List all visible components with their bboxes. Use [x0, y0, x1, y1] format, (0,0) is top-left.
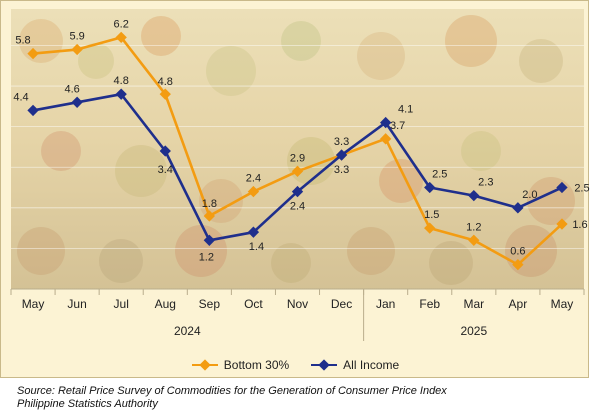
- background-texture: [206, 46, 256, 96]
- data-point: [203, 234, 216, 246]
- x-tick-label: May: [551, 297, 574, 311]
- data-label: 3.3: [334, 136, 349, 148]
- data-label: 2.3: [478, 177, 493, 189]
- x-tick-label: Nov: [287, 297, 308, 311]
- source-note: Source: Retail Price Survey of Commoditi…: [17, 385, 447, 411]
- legend: Bottom 30% All Income: [1, 358, 590, 372]
- background-texture: [461, 131, 501, 171]
- legend-label: Bottom 30%: [223, 358, 290, 372]
- x-tick-label: Apr: [509, 297, 528, 311]
- plot-background: [11, 9, 584, 289]
- data-label: 2.4: [290, 201, 305, 213]
- background-texture: [429, 241, 473, 285]
- background-texture: [281, 21, 321, 61]
- chart-frame: May Jun Jul Aug Sep Oct Nov Dec Jan Feb Mar Apr May 2…: [0, 0, 589, 378]
- background-texture: [115, 145, 167, 197]
- data-point: [335, 149, 348, 161]
- data-label: 1.5: [424, 209, 439, 221]
- data-label: 4.8: [158, 76, 173, 88]
- data-label: 4.4: [13, 91, 28, 103]
- data-label: 3.3: [334, 164, 349, 176]
- data-point: [247, 185, 260, 198]
- year-label: 2024: [174, 324, 201, 338]
- background-texture: [41, 131, 81, 171]
- data-label: 3.7: [390, 120, 405, 132]
- data-label: 1.4: [249, 241, 264, 253]
- background-texture: [445, 15, 497, 67]
- data-point: [556, 218, 568, 230]
- data-label: 5.8: [15, 35, 30, 47]
- data-label: 2.9: [290, 152, 305, 164]
- data-label: 1.2: [466, 221, 481, 233]
- data-label: 0.6: [510, 246, 525, 258]
- data-label: 4.8: [114, 75, 129, 87]
- data-point: [468, 189, 480, 202]
- data-label: 2.5: [432, 169, 447, 181]
- data-label: 1.8: [202, 198, 217, 210]
- data-point: [159, 145, 171, 157]
- legend-item: All Income: [311, 358, 399, 372]
- data-label: 4.6: [64, 83, 79, 95]
- data-point: [115, 31, 127, 44]
- x-tick-label: Jul: [114, 297, 129, 311]
- year-label: 2025: [460, 324, 487, 338]
- data-label: 6.2: [114, 18, 129, 30]
- background-texture: [175, 225, 227, 277]
- x-tick-label: Jun: [67, 297, 86, 311]
- legend-item: Bottom 30%: [191, 358, 290, 372]
- background-texture: [141, 16, 181, 56]
- legend-swatch: [311, 360, 338, 370]
- data-label: 2.5: [574, 183, 589, 195]
- background-texture: [347, 227, 395, 275]
- data-label: 5.9: [69, 31, 84, 43]
- background-texture: [17, 227, 65, 275]
- data-point: [27, 47, 39, 60]
- x-tick-label: Jan: [376, 297, 395, 311]
- x-tick-label: May: [22, 297, 45, 311]
- data-point: [71, 43, 83, 56]
- data-label: 1.6: [572, 219, 587, 231]
- data-point: [512, 258, 524, 271]
- data-point: [247, 226, 260, 238]
- data-point: [291, 185, 304, 198]
- background-texture: [271, 243, 311, 283]
- data-label: 4.1: [398, 104, 413, 116]
- data-label: 2.0: [522, 189, 537, 201]
- background-texture: [99, 239, 143, 283]
- data-point: [512, 202, 524, 214]
- data-label: 2.4: [246, 173, 261, 185]
- source-line-1: Source: Retail Price Survey of Commoditi…: [17, 385, 447, 397]
- data-point: [379, 133, 392, 145]
- x-tick-label: Sep: [199, 297, 221, 311]
- source-line-2: Philippine Statistics Authority: [17, 398, 158, 410]
- x-tick-label: Dec: [331, 297, 352, 311]
- x-tick-label: Mar: [463, 297, 484, 311]
- data-point: [291, 165, 304, 177]
- data-label: 1.2: [199, 251, 214, 263]
- data-point: [556, 181, 568, 194]
- background-texture: [78, 43, 114, 79]
- data-label: 3.4: [158, 164, 173, 176]
- line-chart: May Jun Jul Aug Sep Oct Nov Dec Jan Feb Mar Apr May 2…: [10, 9, 590, 341]
- data-point: [203, 210, 216, 222]
- data-point: [424, 181, 436, 194]
- background-texture: [357, 32, 405, 80]
- x-tick-label: Feb: [419, 297, 440, 311]
- data-point: [468, 234, 480, 246]
- x-tick-label: Oct: [244, 297, 263, 311]
- background-texture: [519, 39, 563, 83]
- x-tick-label: Aug: [155, 297, 176, 311]
- data-point: [424, 222, 436, 234]
- legend-label: All Income: [343, 358, 400, 372]
- legend-swatch: [191, 360, 218, 370]
